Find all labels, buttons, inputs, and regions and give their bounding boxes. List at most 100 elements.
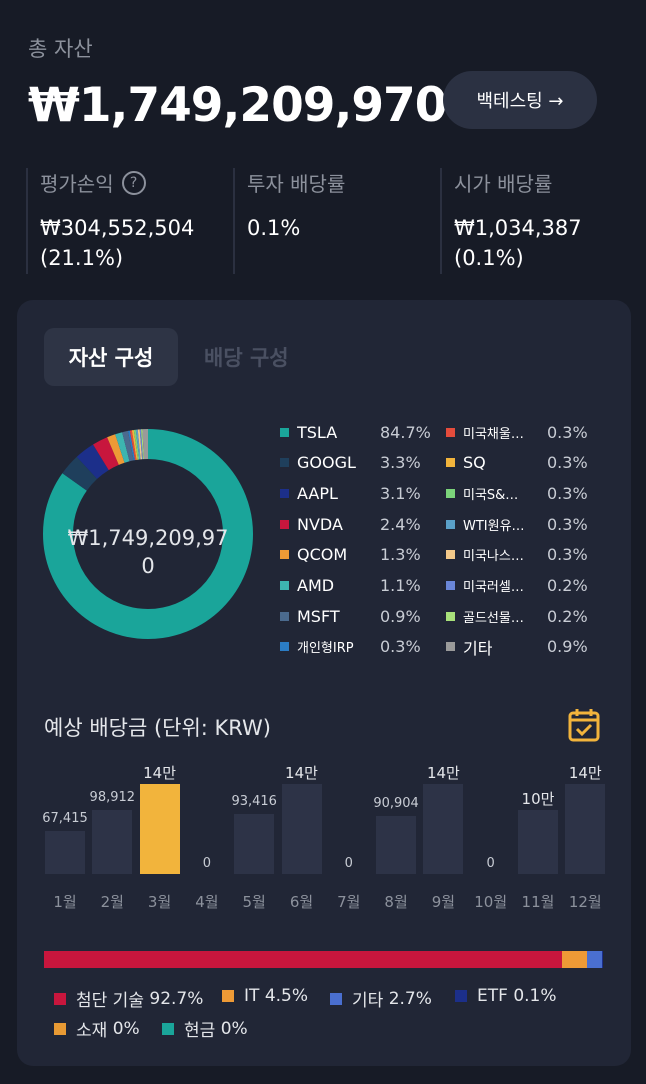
legend-item[interactable]: 미국S&… 0.3%: [446, 482, 597, 504]
dividend-section-title: 예상 배당금 (단위: KRW): [44, 716, 272, 740]
bar-12월[interactable]: [565, 784, 606, 874]
legend-item[interactable]: NVDA 2.4%: [280, 513, 430, 535]
sector-swatch: [222, 990, 234, 1002]
stat-title: 투자 배당률: [247, 172, 346, 196]
tab-asset-composition[interactable]: 자산 구성: [44, 328, 178, 386]
legend-percent: 84.7%: [380, 422, 431, 442]
legend-percent: 0.9%: [380, 606, 421, 626]
legend-item[interactable]: TSLA 84.7%: [280, 421, 431, 443]
sector-segment[interactable]: [562, 951, 588, 968]
legend-name: GOOGL: [297, 453, 356, 473]
legend-item[interactable]: 미국러셀… 0.2%: [446, 575, 597, 597]
sector-segment[interactable]: [602, 951, 603, 968]
legend-item[interactable]: AMD 1.1%: [280, 575, 430, 597]
sector-segment[interactable]: [587, 951, 603, 968]
bar-value-label: 67,415: [42, 810, 88, 826]
sector-percent: 2.7%: [388, 988, 432, 1009]
bar-8월[interactable]: [376, 815, 417, 874]
sector-legend-item: ETF 0.1%: [455, 986, 557, 1006]
month-label: 11월: [521, 893, 555, 911]
bar-9월[interactable]: [423, 784, 464, 874]
donut-center-line2: 0: [141, 554, 155, 578]
legend-name: 기타: [463, 638, 493, 658]
legend-name: NVDA: [297, 514, 343, 534]
legend-name: QCOM: [297, 545, 348, 565]
legend-item[interactable]: WTI원유… 0.3%: [446, 513, 597, 535]
sector-swatch: [54, 1022, 66, 1035]
bar-2월[interactable]: [92, 810, 133, 874]
legend-swatch: [446, 519, 455, 529]
legend-swatch: [280, 519, 289, 529]
legend-name: 미국러셀…: [463, 580, 524, 595]
month-label: 8월: [384, 893, 408, 911]
bar-1월[interactable]: [45, 830, 85, 874]
sector-segment[interactable]: [44, 951, 563, 968]
bar-value-label: 14만: [426, 764, 460, 782]
legend-swatch: [446, 488, 455, 498]
bar-11월[interactable]: [518, 809, 558, 874]
legend-item[interactable]: 개인형IRP 0.3%: [280, 636, 430, 658]
legend-name: 골드선물…: [463, 610, 524, 626]
stat-subvalue: (21.1%): [40, 246, 124, 270]
legend-percent: 0.3%: [547, 422, 588, 442]
sector-name: 현금: [184, 1021, 216, 1041]
legend-name: AMD: [297, 576, 335, 595]
legend-percent: 1.3%: [380, 545, 421, 565]
legend-percent: 0.2%: [547, 606, 588, 626]
donut-slice-16[interactable]: [43, 429, 253, 639]
sector-name: 소재: [76, 1021, 108, 1041]
help-icon[interactable]: ?: [121, 170, 146, 195]
bar-value-label: 98,912: [89, 790, 136, 806]
bar-value-label: 0: [202, 856, 212, 871]
legend-swatch: [280, 642, 289, 652]
legend-swatch: [446, 550, 455, 560]
sector-percent: 0%: [112, 1018, 140, 1039]
legend-percent: 0.3%: [380, 637, 421, 657]
sector-legend-item: 기타 2.7%: [330, 986, 432, 1011]
backtest-button[interactable]: 백테스팅 →: [443, 71, 597, 129]
stat-value: 0.1%: [247, 216, 301, 240]
legend-item[interactable]: AAPL 3.1%: [280, 482, 430, 504]
legend-name: 미국나스…: [463, 549, 524, 565]
legend-item[interactable]: 기타 0.9%: [446, 636, 597, 658]
tab-dividend-composition[interactable]: 배당 구성: [204, 346, 289, 370]
legend-item[interactable]: QCOM 1.3%: [280, 544, 430, 566]
legend-item[interactable]: SQ 0.3%: [446, 452, 597, 474]
legend-name: TSLA: [297, 422, 338, 442]
bar-value-label: 14만: [285, 764, 318, 782]
legend-name: 개인형IRP: [297, 641, 354, 657]
legend-item[interactable]: 미국채울… 0.3%: [446, 421, 597, 443]
month-label: 7월: [337, 893, 361, 911]
legend-item[interactable]: 미국나스… 0.3%: [446, 544, 597, 566]
sector-name: 기타: [352, 991, 384, 1011]
legend-swatch: [280, 611, 289, 621]
legend-item[interactable]: MSFT 0.9%: [280, 605, 430, 627]
sector-percent: 92.7%: [149, 988, 204, 1009]
bar-6월[interactable]: [281, 784, 322, 874]
bar-3월[interactable]: [139, 784, 180, 874]
bar-5월[interactable]: [234, 813, 275, 874]
legend-swatch: [446, 611, 455, 621]
sector-swatch: [162, 1022, 174, 1035]
stat-eval-profit: 평가손익? ₩304,552,504 (21.1%): [26, 168, 236, 274]
bar-value-label: 14만: [143, 764, 177, 782]
legend-item[interactable]: GOOGL 3.3%: [280, 452, 430, 474]
month-label: 10월: [474, 893, 508, 911]
legend-percent: 0.3%: [547, 483, 588, 503]
donut-center-line1: ₩1,749,209,97: [67, 526, 229, 550]
legend-percent: 0.3%: [547, 453, 588, 473]
calendar-check-icon[interactable]: [568, 708, 600, 742]
sector-legend-item: 소재 0%: [54, 1016, 140, 1041]
legend-percent: 1.1%: [380, 576, 421, 595]
stat-market-dividend-rate: 시가 배당률 ₩1,034,387 (0.1%): [440, 168, 644, 274]
donut-center-value: ₩1,749,209,97 0: [60, 524, 236, 580]
bar-value-label: 0: [344, 856, 353, 871]
legend-item[interactable]: 골드선물… 0.2%: [446, 605, 597, 627]
month-label: 1월: [53, 893, 77, 911]
legend-name: SQ: [463, 453, 486, 473]
sector-name: 첨단 기술: [76, 991, 144, 1011]
bar-value-label: 93,416: [231, 793, 277, 809]
sector-percent: 0.1%: [513, 986, 557, 1006]
legend-swatch: [446, 458, 455, 468]
month-label: 4월: [195, 893, 219, 911]
